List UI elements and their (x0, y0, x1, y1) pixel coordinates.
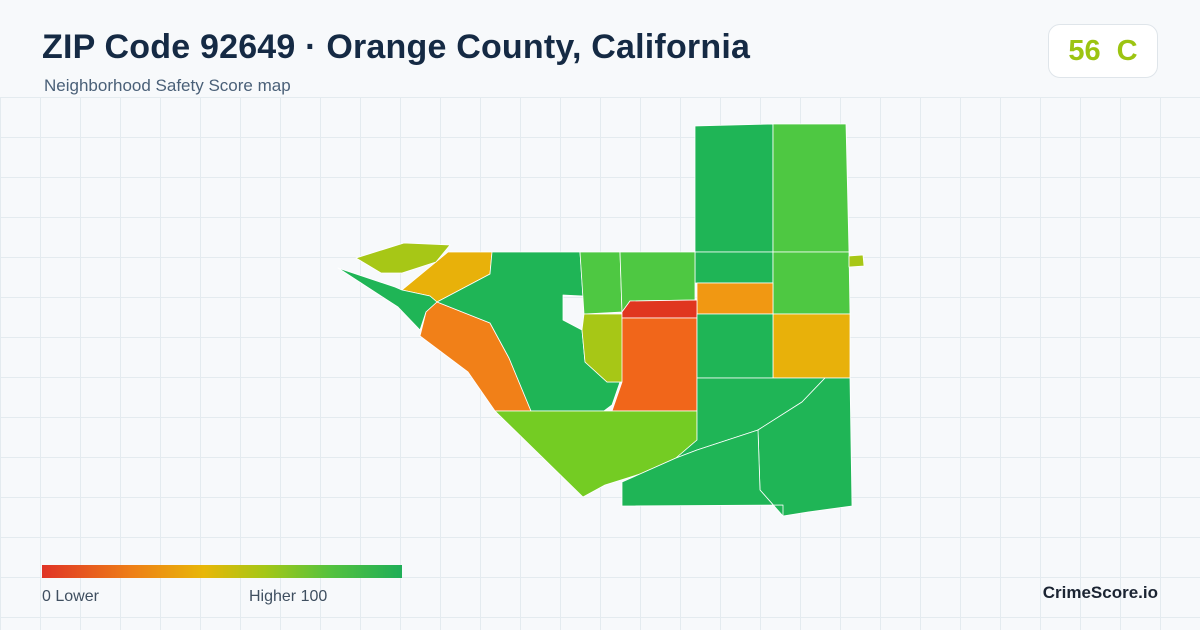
region-e2[interactable] (611, 317, 698, 412)
safety-score-legend-bar (42, 565, 402, 578)
region-c2[interactable] (772, 313, 851, 379)
legend-min-label: 0 Lower (42, 588, 99, 605)
region-f5[interactable] (621, 429, 784, 517)
region-a2[interactable] (772, 123, 850, 253)
score-grade: C (1116, 34, 1138, 67)
region-d1[interactable] (848, 254, 865, 268)
region-b1[interactable] (694, 251, 774, 284)
score-value: 56 (1068, 34, 1101, 67)
region-f4[interactable] (696, 313, 774, 379)
region-c1[interactable] (696, 282, 774, 315)
legend-max-label: Higher 100 (249, 588, 328, 605)
region-e1[interactable] (621, 299, 698, 319)
region-f1[interactable] (355, 242, 451, 274)
brand-logo-text[interactable]: CrimeScore.io (1042, 583, 1158, 602)
region-d5[interactable] (579, 251, 623, 315)
region-b2[interactable] (772, 251, 851, 315)
safety-score-badge: 56 C (1048, 24, 1158, 78)
page-title: ZIP Code 92649 · Orange County, Californ… (42, 28, 751, 66)
region-a1[interactable] (694, 123, 774, 253)
page-subtitle: Neighborhood Safety Score map (44, 76, 291, 95)
